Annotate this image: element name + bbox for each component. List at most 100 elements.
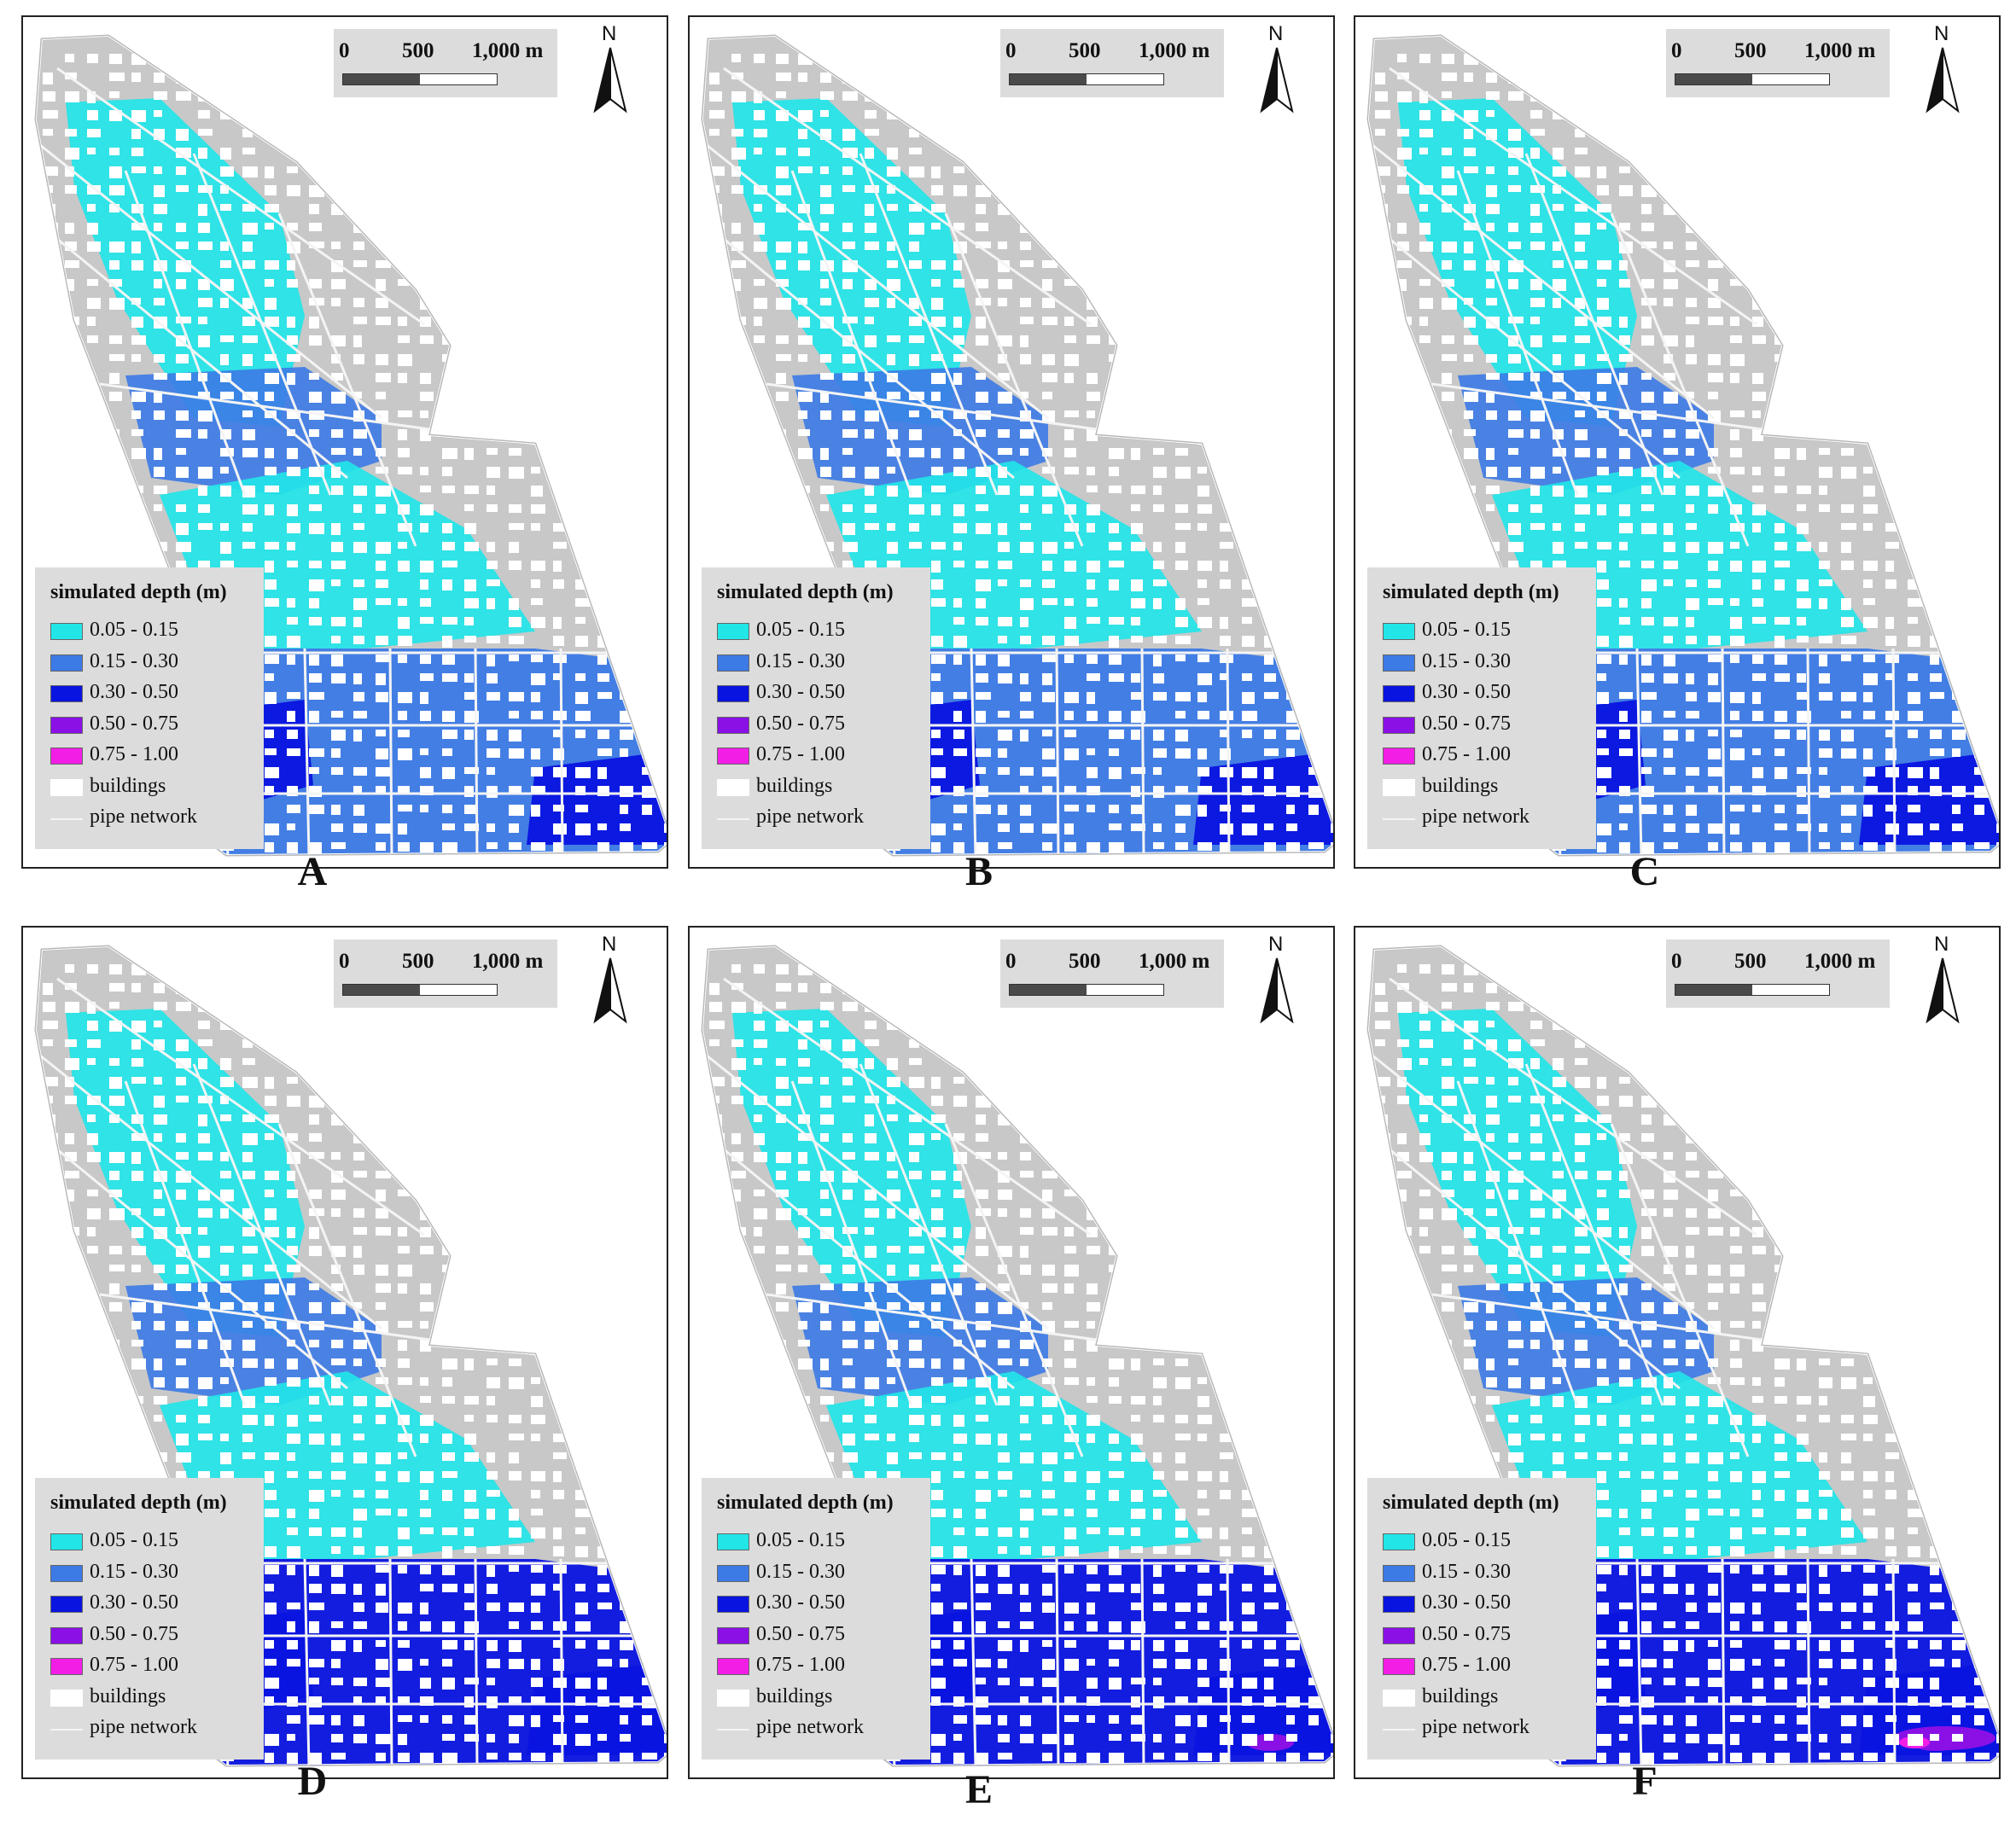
legend-item: 0.75 - 1.00 — [1383, 743, 1592, 769]
legend-label: 0.15 - 0.30 — [1422, 649, 1511, 672]
legend-title: simulated depth (m) — [1383, 581, 1559, 603]
legend-line-swatch — [1383, 818, 1415, 820]
scale-bar-graphic — [1675, 984, 1830, 996]
legend-label: pipe network — [1422, 806, 1529, 828]
panel-label: B — [964, 849, 993, 894]
legend-title: simulated depth (m) — [717, 1492, 894, 1514]
legend-item: buildings — [717, 1685, 926, 1711]
legend-item: 0.15 - 0.30 — [717, 1561, 926, 1586]
legend-item: 0.75 - 1.00 — [717, 1654, 926, 1679]
scale-bar: 0 500 1,000 m — [1666, 29, 1890, 97]
legend-swatch — [717, 1626, 749, 1644]
scale-max: 1,000 m — [1804, 950, 1876, 973]
legend-item: 0.30 - 0.50 — [50, 681, 259, 707]
legend-swatch — [50, 623, 83, 640]
legend-label: pipe network — [756, 806, 864, 828]
legend-item: 0.50 - 0.75 — [50, 713, 259, 738]
north-arrow-icon — [1926, 47, 1960, 113]
legend-label: buildings — [756, 774, 833, 797]
legend-label: pipe network — [756, 1716, 864, 1738]
legend-item: 0.75 - 1.00 — [50, 1654, 259, 1679]
scale-zero: 0 — [1005, 39, 1017, 62]
panel-label: E — [964, 1767, 993, 1812]
north-arrow-icon — [593, 47, 627, 113]
legend-label: 0.50 - 0.75 — [1422, 712, 1511, 735]
legend-item: 0.50 - 0.75 — [50, 1623, 259, 1649]
legend-item: buildings — [1383, 1685, 1592, 1711]
legend-label: 0.50 - 0.75 — [90, 1622, 178, 1645]
legend-swatch — [1383, 1689, 1415, 1707]
legend-label: 0.05 - 0.15 — [90, 619, 178, 641]
scale-bar: 0 500 1,000 m — [334, 29, 557, 97]
north-label: N — [1268, 933, 1284, 956]
scale-bar-graphic — [1675, 73, 1830, 85]
legend-line-swatch — [50, 1729, 83, 1731]
north-arrow: N — [1258, 933, 1296, 1027]
legend-line-swatch — [50, 818, 83, 820]
north-label: N — [1268, 22, 1284, 45]
legend-label: 0.15 - 0.30 — [756, 1560, 845, 1583]
legend: simulated depth (m) 0.05 - 0.15 0.15 - 0.3… — [702, 567, 930, 849]
legend-label: 0.75 - 1.00 — [1422, 1654, 1511, 1676]
legend-label: 0.30 - 0.50 — [756, 1591, 845, 1614]
legend-swatch — [717, 1658, 749, 1675]
legend-item: 0.05 - 0.15 — [1383, 1529, 1592, 1555]
legend-item: 0.30 - 0.50 — [717, 1591, 926, 1617]
pipe-network — [706, 67, 1333, 855]
scale-mid: 500 — [1069, 39, 1101, 62]
panel-label: C — [1629, 849, 1660, 894]
scale-zero: 0 — [1671, 39, 1682, 62]
legend-label: buildings — [1422, 1684, 1499, 1707]
scale-zero: 0 — [1005, 950, 1017, 973]
north-label: N — [602, 22, 617, 45]
legend-item: 0.15 - 0.30 — [1383, 1561, 1592, 1586]
legend-title: simulated depth (m) — [50, 1492, 227, 1514]
legend-swatch — [50, 685, 83, 702]
legend-item: pipe network — [50, 806, 259, 831]
legend-item: 0.50 - 0.75 — [717, 713, 926, 738]
legend-swatch — [1383, 1658, 1415, 1675]
legend-label: 0.05 - 0.15 — [756, 1529, 845, 1551]
pipe-network — [1372, 977, 1999, 1765]
legend-swatch — [50, 1533, 83, 1550]
legend-label: 0.75 - 1.00 — [1422, 743, 1511, 765]
legend-label: 0.30 - 0.50 — [1422, 1591, 1511, 1614]
legend-item: buildings — [1383, 775, 1592, 800]
legend-label: 0.15 - 0.30 — [90, 649, 178, 672]
legend-label: pipe network — [90, 1716, 197, 1738]
legend-swatch — [1383, 778, 1415, 796]
legend-swatch — [717, 685, 749, 702]
legend-line-swatch — [717, 1729, 749, 1731]
scale-bar-graphic — [342, 73, 498, 85]
north-arrow-icon — [1260, 47, 1294, 113]
legend-title: simulated depth (m) — [50, 581, 227, 603]
legend-item: 0.05 - 0.15 — [50, 619, 259, 644]
legend-item: 0.30 - 0.50 — [1383, 1591, 1592, 1617]
legend-label: 0.15 - 0.30 — [90, 1560, 178, 1583]
legend-item: 0.75 - 1.00 — [50, 743, 259, 769]
scale-bar: 0 500 1,000 m — [1000, 939, 1224, 1008]
legend-item: 0.30 - 0.50 — [50, 1591, 259, 1617]
scale-zero: 0 — [339, 950, 350, 973]
legend-swatch — [50, 747, 83, 765]
legend-item: 0.15 - 0.30 — [1383, 650, 1592, 676]
north-arrow: N — [1924, 933, 1961, 1027]
legend-swatch — [717, 654, 749, 672]
legend-label: 0.75 - 1.00 — [756, 1654, 845, 1676]
legend-swatch — [1383, 747, 1415, 765]
scale-zero: 0 — [1671, 950, 1682, 973]
pipe-network — [1372, 67, 1999, 855]
legend-label: 0.50 - 0.75 — [756, 1622, 845, 1645]
north-arrow: N — [591, 933, 629, 1027]
north-label: N — [1934, 22, 1949, 45]
legend-swatch — [50, 716, 83, 734]
legend-swatch — [717, 623, 749, 640]
panel-label: D — [297, 1759, 328, 1804]
scale-mid: 500 — [1734, 950, 1767, 973]
scale-max: 1,000 m — [472, 39, 544, 62]
legend-label: 0.30 - 0.50 — [1422, 681, 1511, 703]
